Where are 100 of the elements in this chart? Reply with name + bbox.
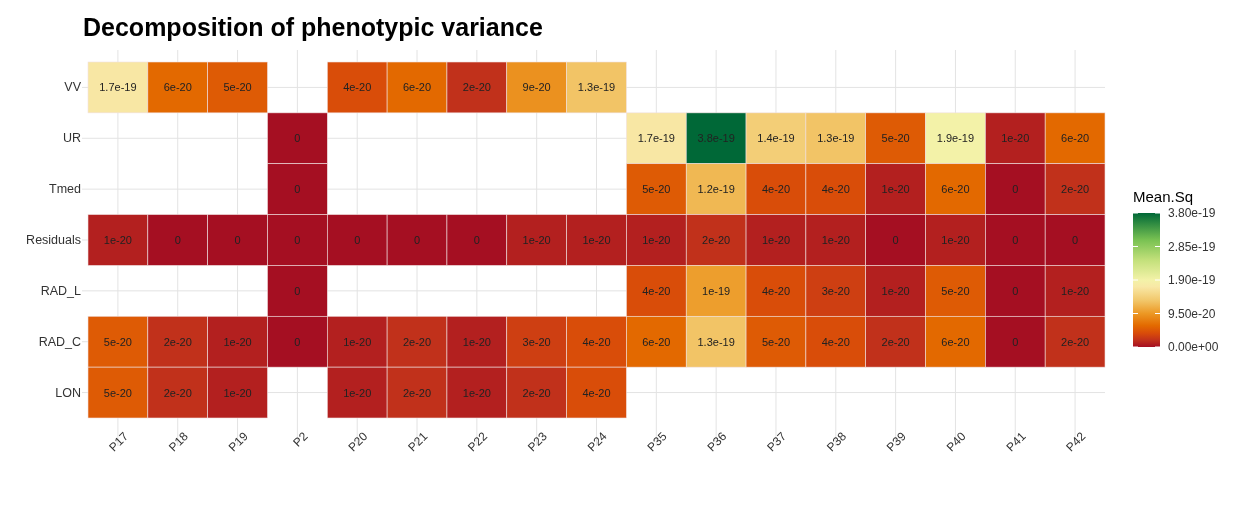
data-label: 0 [413, 234, 421, 246]
data-label: 1e-20 [582, 234, 611, 246]
data-label: 4e-20 [761, 284, 791, 297]
y-tick-label: Tmed [49, 182, 82, 197]
data-label: 9e-20 [522, 81, 551, 94]
y-tick-label: RAD_L [40, 283, 82, 298]
data-label: 3e-20 [821, 284, 850, 297]
x-tick-label: P20 [345, 429, 371, 455]
data-label: 1e-20 [821, 234, 850, 246]
data-label: 0 [294, 183, 301, 196]
color-bar-label: 9.50e-20 [1168, 306, 1216, 321]
data-label: 1e-20 [462, 335, 491, 348]
color-bar-label: 2.85e-19 [1168, 239, 1216, 254]
x-tick-label: P17 [106, 429, 132, 455]
data-label: 5e-20 [761, 335, 791, 348]
y-tick-label: VV [64, 80, 82, 95]
data-label: 2e-20 [522, 386, 551, 399]
x-tick-label: P40 [943, 429, 969, 455]
data-label: 0 [294, 234, 301, 246]
data-label: 2e-20 [881, 335, 910, 348]
data-label: 6e-20 [941, 335, 970, 348]
data-label: 6e-20 [402, 81, 432, 94]
chart-title: Decomposition of phenotypic variance [83, 13, 543, 41]
data-label: 1e-20 [343, 335, 372, 348]
data-label: 1e-20 [1061, 284, 1090, 297]
y-tick-label: RAD_C [38, 334, 81, 349]
data-label: 2e-20 [1061, 335, 1090, 348]
data-label: 2e-20 [402, 386, 432, 399]
data-label: 1.3e-19 [817, 132, 855, 145]
data-label: 2e-20 [462, 81, 491, 94]
x-tick-label: P21 [405, 429, 431, 455]
data-label: 2e-20 [163, 335, 192, 348]
data-label: 1e-20 [462, 386, 491, 399]
data-label: 2e-20 [702, 234, 731, 246]
x-tick-label: P37 [764, 429, 790, 455]
color-bar-label: 1.90e-19 [1168, 273, 1216, 287]
data-label: 4e-20 [821, 183, 850, 196]
x-tick-label: P19 [225, 429, 251, 455]
color-bar-label: 3.80e-19 [1168, 206, 1216, 220]
data-label: 4e-20 [343, 81, 372, 94]
data-label: 4e-20 [821, 335, 850, 348]
data-label: 1e-20 [343, 386, 372, 399]
data-label: 0 [892, 234, 899, 246]
data-label: 2e-20 [1061, 183, 1090, 196]
data-label: 5e-20 [223, 81, 252, 94]
x-tick-label: P18 [165, 429, 192, 455]
x-tick-label: P36 [704, 429, 730, 455]
data-label: 1.4e-19 [757, 132, 795, 145]
data-label: 5e-20 [103, 386, 132, 399]
data-label: 5e-20 [103, 335, 132, 348]
data-label: 3e-20 [522, 335, 551, 348]
data-label: 6e-20 [941, 183, 970, 196]
data-label: 1.2e-19 [697, 183, 735, 196]
data-label: 5e-20 [941, 284, 970, 297]
x-tick-label: P24 [584, 429, 610, 455]
data-label: 6e-20 [642, 335, 671, 348]
data-label: 6e-20 [163, 81, 192, 94]
y-tick-label: LON [55, 385, 81, 400]
data-label: 1e-20 [223, 386, 252, 399]
data-label: 6e-20 [1061, 132, 1090, 145]
y-tick-label: UR [62, 131, 81, 146]
x-tick-label: P39 [883, 429, 910, 455]
data-label: 1e-20 [941, 234, 970, 246]
data-label: 0 [234, 234, 241, 246]
data-label: 5e-20 [642, 183, 671, 196]
data-label: 1e-20 [223, 335, 252, 348]
x-tick-label: P2 [290, 429, 311, 450]
y-tick-label: Residuals [26, 233, 81, 247]
data-label: 1e-20 [881, 284, 910, 297]
data-label: 1e-20 [642, 234, 671, 246]
data-label: 4e-20 [761, 183, 791, 196]
data-label: 1.7e-19 [99, 81, 137, 94]
x-tick-label: P38 [824, 429, 850, 455]
data-label: 0 [1012, 284, 1019, 297]
data-label: 0 [1072, 234, 1079, 246]
data-label: 0 [1012, 234, 1019, 246]
data-label: 0 [1012, 335, 1019, 348]
data-label: 1e-20 [522, 234, 551, 246]
data-label: 0 [294, 132, 301, 145]
data-label: 1e-19 [702, 284, 731, 297]
legend-title: Mean.Sq [1133, 188, 1194, 205]
data-label: 4e-20 [642, 284, 671, 297]
data-label: 4e-20 [582, 386, 611, 399]
x-tick-label: P23 [524, 429, 551, 455]
data-label: 1.9e-19 [936, 132, 975, 145]
data-label: 3.8e-19 [697, 132, 735, 145]
data-label: 0 [1012, 183, 1019, 196]
data-label: 0 [294, 284, 301, 297]
data-label: 1e-20 [1001, 132, 1030, 145]
data-label: 5e-20 [881, 132, 910, 145]
data-label: 1e-20 [761, 234, 791, 246]
data-label: 1.7e-19 [637, 132, 675, 145]
data-label: 2e-20 [163, 386, 192, 399]
data-label: 0 [354, 234, 361, 246]
data-label: 4e-20 [582, 335, 611, 348]
data-label: 2e-20 [402, 335, 432, 348]
data-label: 1.3e-19 [577, 81, 616, 94]
data-label: 0 [294, 335, 301, 348]
x-tick-label: P22 [465, 429, 491, 455]
data-label: 1e-20 [881, 183, 910, 196]
